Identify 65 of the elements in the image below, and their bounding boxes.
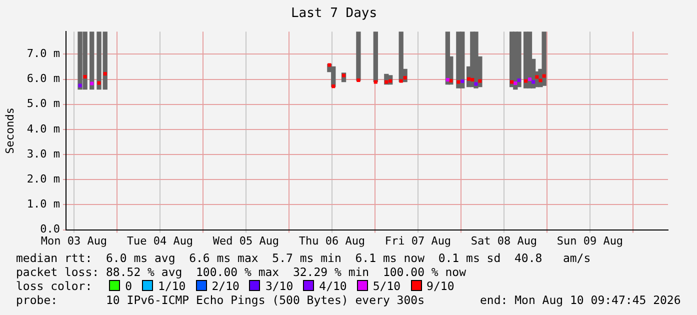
point <box>532 80 536 84</box>
legend-label: 2/10 <box>212 279 240 293</box>
point <box>478 79 482 83</box>
point <box>103 72 107 76</box>
point <box>524 79 528 83</box>
legend-label: 1/10 <box>158 279 186 293</box>
point <box>403 76 407 80</box>
point <box>90 82 94 86</box>
point <box>542 74 546 78</box>
y-axis-title: Seconds <box>3 108 16 154</box>
x-tick-label: Thu 06 Aug <box>298 234 366 248</box>
point <box>514 82 518 86</box>
y-tick-label: 6.0 m <box>26 72 60 86</box>
y-tick-label: 2.0 m <box>26 172 60 186</box>
x-tick-label: Tue 04 Aug <box>126 234 194 248</box>
bar <box>373 32 378 82</box>
point <box>97 81 101 85</box>
bar <box>474 32 478 88</box>
point <box>456 80 460 84</box>
x-tick-label: Sat 08 Aug <box>470 234 538 248</box>
y-tick-label: 1.0 m <box>26 198 60 211</box>
legend-label: 4/10 <box>319 279 347 293</box>
point <box>384 80 388 84</box>
point <box>517 78 521 82</box>
x-tick-label: Mon 03 Aug <box>40 234 108 248</box>
legend-label: 3/10 <box>265 279 294 293</box>
y-tick-label: 7.0 m <box>26 47 60 60</box>
point <box>474 82 478 86</box>
legend-title: loss color: <box>16 279 92 293</box>
bar <box>90 32 94 90</box>
point <box>460 80 464 84</box>
legend-label: 5/10 <box>372 279 401 293</box>
bar <box>516 32 522 88</box>
y-tick-label: 5.0 m <box>26 97 60 110</box>
point <box>328 63 332 67</box>
legend-label: 9/10 <box>426 279 454 293</box>
point <box>535 75 539 79</box>
y-tick-label: 0.0 <box>40 222 60 236</box>
point <box>510 80 514 84</box>
bar <box>542 32 546 86</box>
point <box>83 74 87 79</box>
text: median rtt: 6.0 ms avg 6.6 ms max 5.7 ms min 6.1 ms now 0.1 ms sd 40.8 am/s <box>16 251 591 265</box>
point <box>538 78 542 82</box>
point <box>528 77 532 82</box>
point <box>470 78 474 82</box>
point <box>399 79 403 83</box>
point <box>78 84 82 88</box>
bar <box>460 32 465 88</box>
point <box>356 78 360 82</box>
text: end: Mon Aug 10 09:47:45 2026 <box>480 293 681 307</box>
text: packet loss: 88.52 % avg 100.00 % max 32.29 % min 100.00 % now <box>16 265 466 279</box>
point <box>467 77 471 81</box>
point <box>332 84 336 88</box>
point <box>446 78 450 82</box>
chart-title: Last 7 Days <box>290 6 378 22</box>
x-tick-label: Wed 05 Aug <box>212 234 280 248</box>
point <box>374 80 378 84</box>
x-tick-label: Fri 07 Aug <box>384 234 452 248</box>
text: probe: 10 IPv6-ICMP Echo Pings (500 Bytes) every 300s <box>16 293 424 307</box>
x-tick-label: Sun 09 Aug <box>556 234 624 248</box>
y-tick-label: 4.0 m <box>26 122 60 136</box>
legend-label: 0 <box>125 279 132 293</box>
y-tick-label: 3.0 m <box>26 147 60 160</box>
bar <box>356 32 361 81</box>
point <box>449 79 453 83</box>
